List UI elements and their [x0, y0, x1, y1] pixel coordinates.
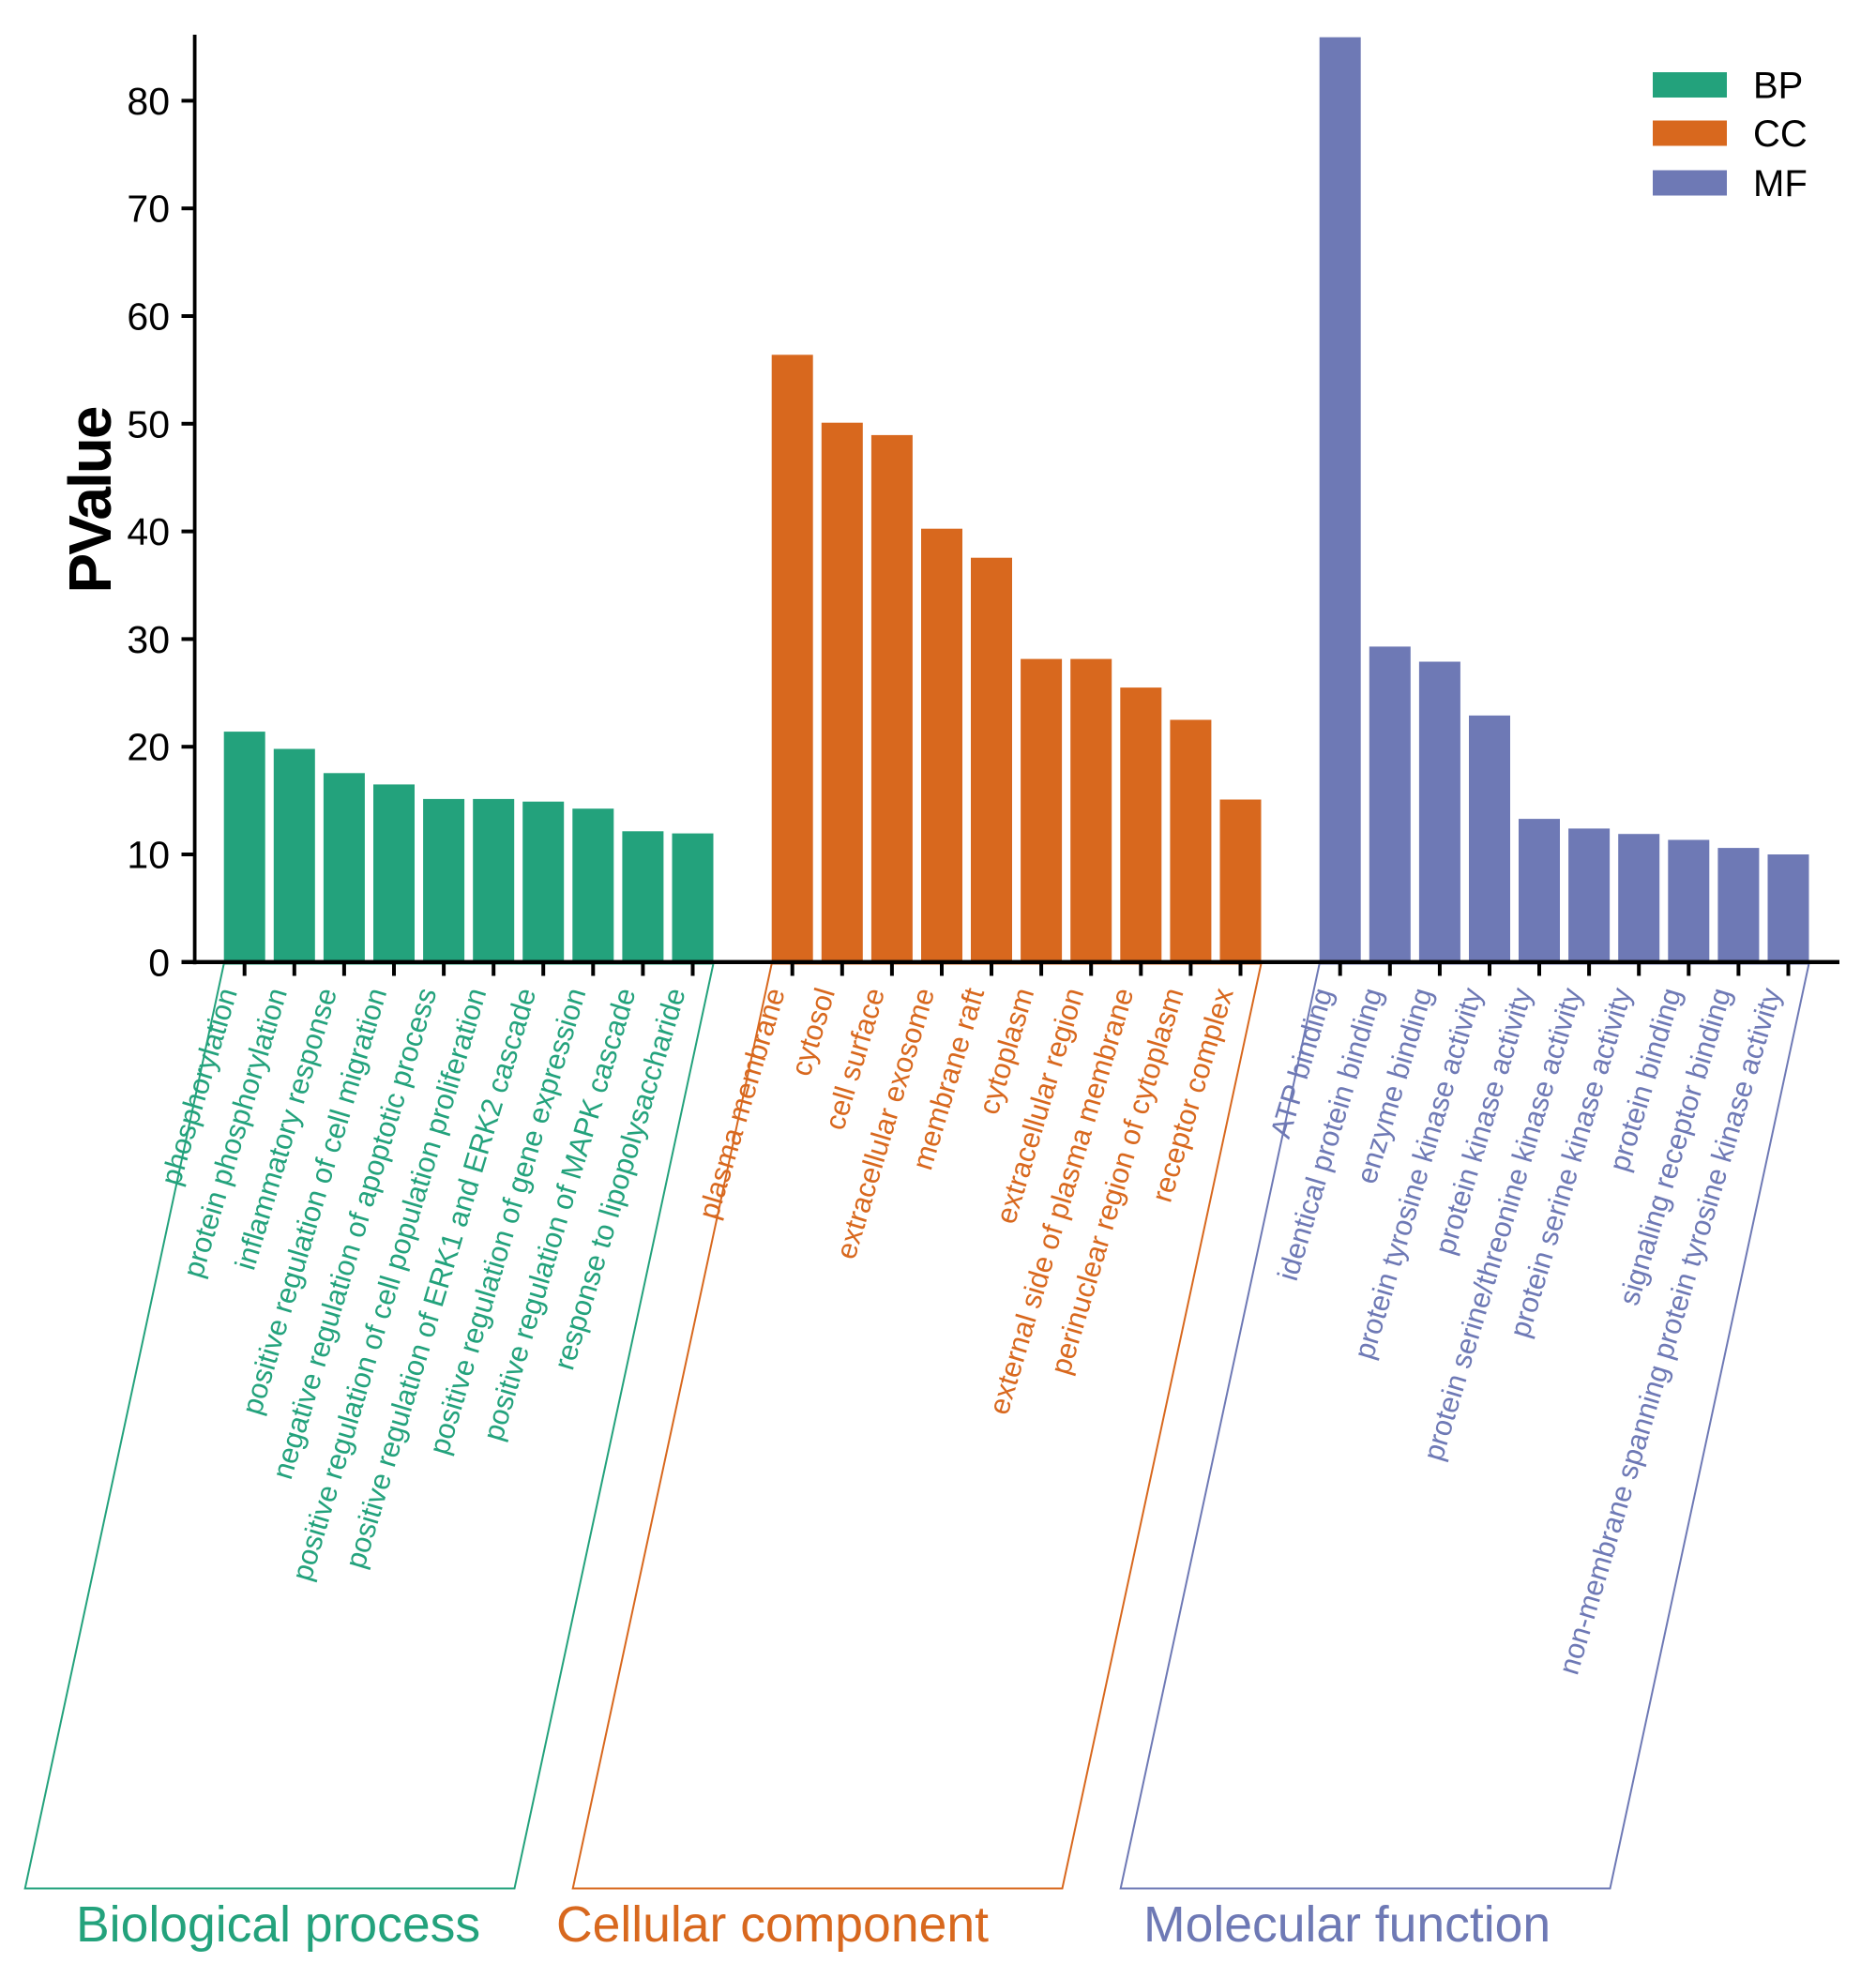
svg-text:70: 70 [127, 188, 170, 231]
svg-text:80: 80 [127, 80, 170, 123]
svg-text:CC: CC [1753, 113, 1808, 155]
svg-text:Cellular component: Cellular component [556, 1897, 989, 1953]
svg-text:PValue: PValue [56, 407, 124, 593]
svg-text:BP: BP [1753, 66, 1803, 107]
svg-text:20: 20 [127, 726, 170, 769]
svg-text:40: 40 [127, 510, 170, 553]
svg-text:Biological process: Biological process [76, 1897, 480, 1953]
svg-text:MF: MF [1753, 163, 1808, 204]
svg-text:50: 50 [127, 402, 170, 445]
svg-text:30: 30 [127, 618, 170, 661]
svg-text:10: 10 [127, 834, 170, 877]
svg-text:0: 0 [148, 941, 170, 984]
svg-text:Molecular function: Molecular function [1143, 1897, 1551, 1953]
svg-text:60: 60 [127, 295, 170, 339]
